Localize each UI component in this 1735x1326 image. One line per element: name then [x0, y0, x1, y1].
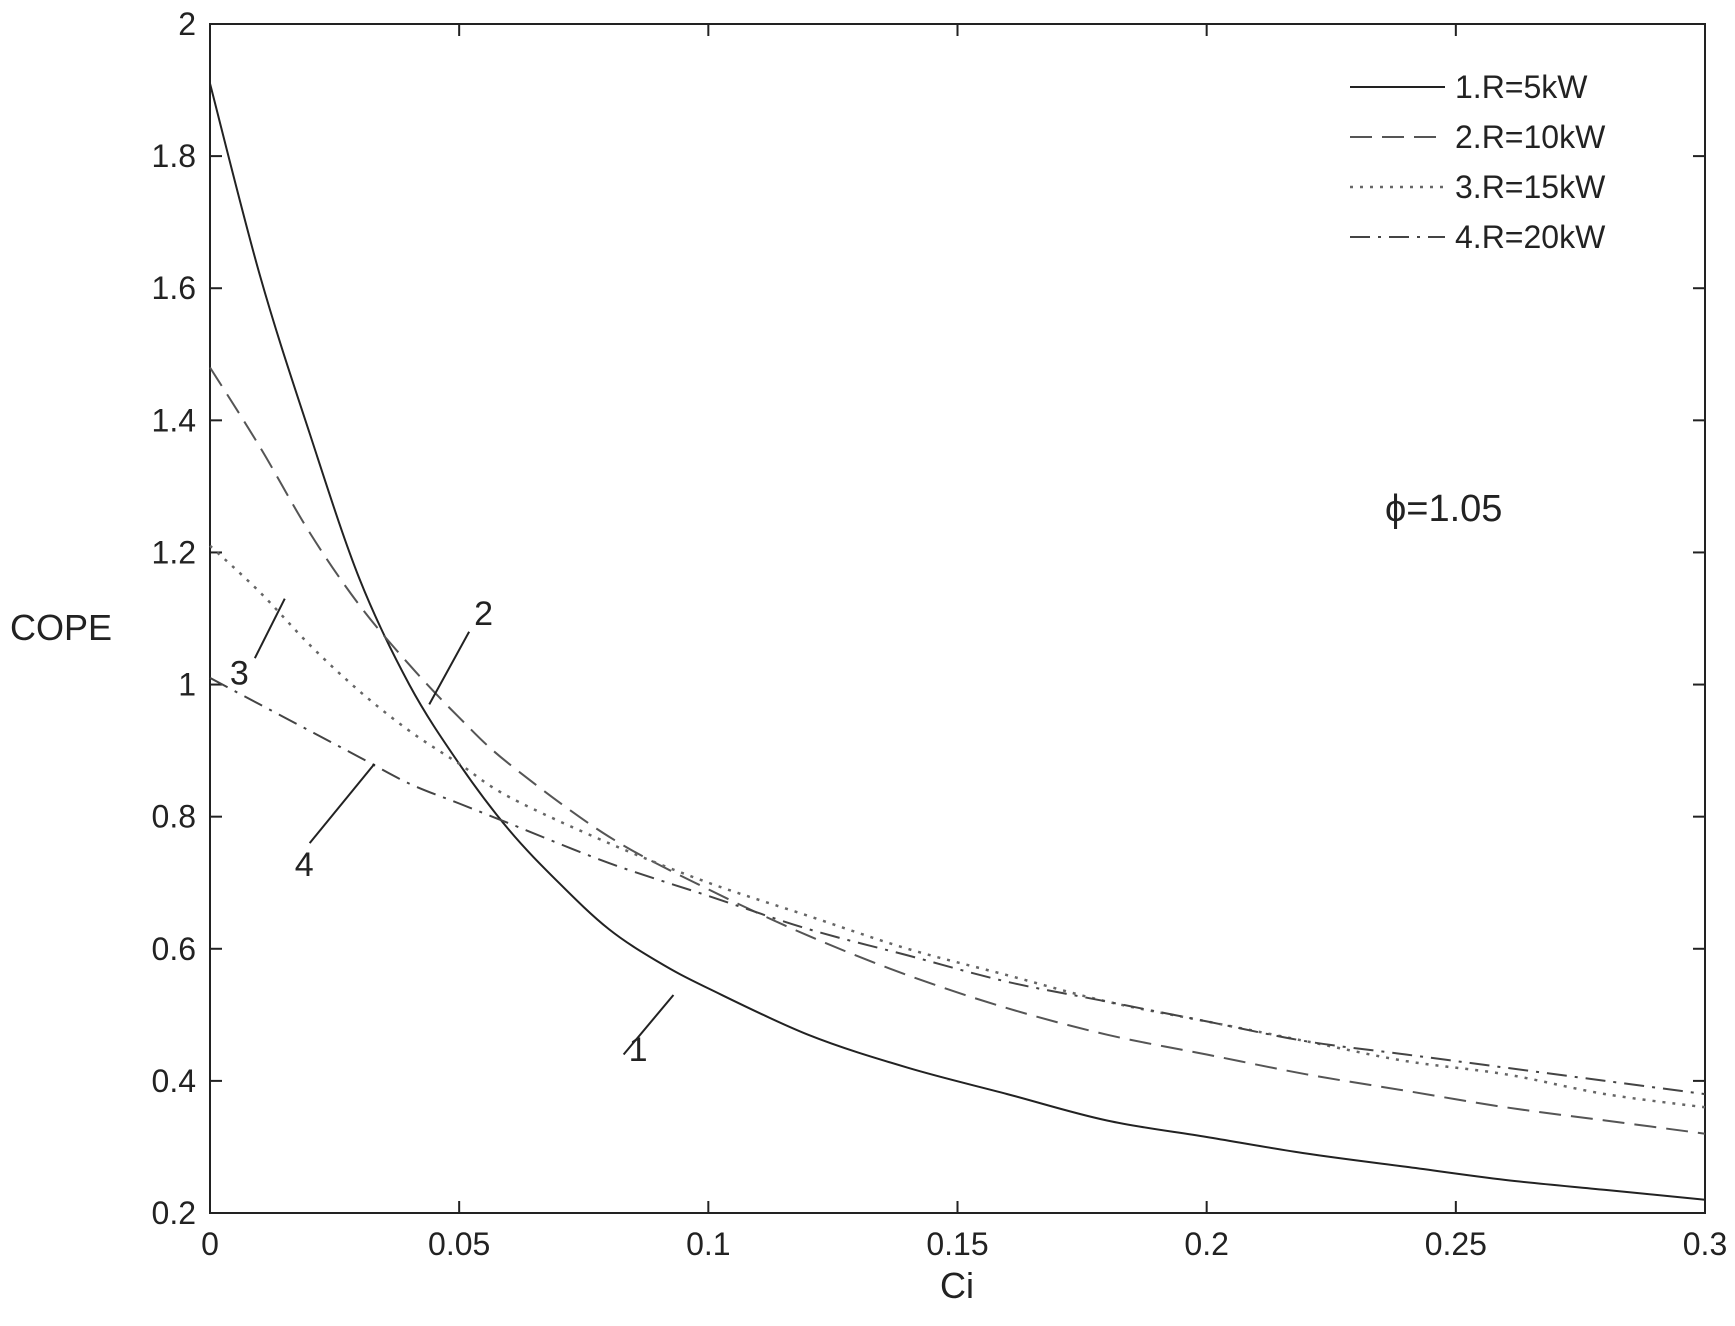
y-tick-label: 0.6: [152, 931, 196, 967]
curve-label-3: 3: [230, 655, 249, 693]
series-line-2: [209, 366, 1706, 1135]
x-tick-label: 0.1: [686, 1226, 730, 1262]
x-tick-label: 0.25: [1425, 1226, 1487, 1262]
series-lines: [209, 83, 1706, 1201]
y-axis: 0.2 0.4 0.6 0.8 1 1.2 1.4 1.6 1.8 2: [152, 6, 1705, 1231]
y-tick-label: 0.2: [152, 1195, 196, 1231]
x-axis: 0 0.05 0.1 0.15 0.2 0.25 0.3: [201, 24, 1727, 1262]
y-tick-label: 1: [178, 667, 196, 703]
legend-label-2: 2.R=10kW: [1455, 119, 1606, 155]
series-line-3: [209, 544, 1706, 1109]
x-tick-label: 0.15: [926, 1226, 988, 1262]
curve-label-4: 4: [295, 846, 314, 884]
curve-label-leader: [253, 598, 286, 659]
x-tick-label: 0.3: [1683, 1226, 1727, 1262]
curve-label-leader: [622, 994, 675, 1056]
curve-labels: 1 2 3 4: [230, 595, 675, 1069]
phi-annotation: ϕ=1.05: [1385, 488, 1502, 530]
legend-label-4: 4.R=20kW: [1455, 219, 1606, 255]
y-tick-label: 2: [178, 6, 196, 42]
y-tick-label: 1.4: [152, 402, 196, 438]
curve-label-1: 1: [629, 1031, 648, 1069]
legend-label-1: 1.R=5kW: [1455, 69, 1588, 105]
series-line-4: [209, 677, 1706, 1096]
legend: 1.R=5kW 2.R=10kW 3.R=15kW 4.R=20kW: [1350, 69, 1606, 255]
y-tick-label: 1.6: [152, 270, 196, 306]
curve-label-2: 2: [474, 595, 493, 633]
y-tick-label: 1.8: [152, 138, 196, 174]
y-axis-title: COPE: [10, 607, 112, 648]
y-tick-label: 1.2: [152, 534, 196, 570]
x-tick-label: 0.2: [1184, 1226, 1228, 1262]
x-tick-label: 0: [201, 1226, 219, 1262]
curve-label-leader: [428, 631, 471, 705]
y-tick-label: 0.4: [152, 1063, 196, 1099]
series-line-1: [209, 83, 1706, 1201]
legend-label-3: 3.R=15kW: [1455, 169, 1606, 205]
x-tick-label: 0.05: [428, 1226, 490, 1262]
x-axis-title: Ci: [940, 1265, 974, 1306]
y-tick-label: 0.8: [152, 799, 196, 835]
curve-label-leader: [308, 763, 376, 844]
